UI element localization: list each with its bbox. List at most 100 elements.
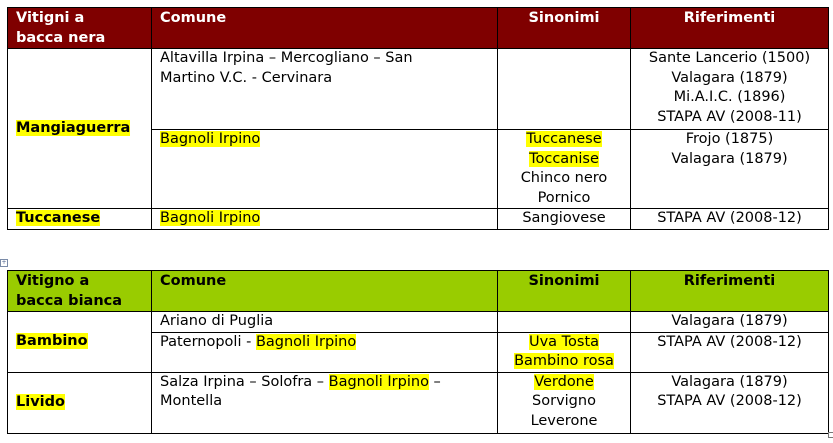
sinonimo-line: Leverone — [506, 412, 622, 432]
comune-line: Altavilla Irpina – Mercogliano – San — [160, 49, 489, 69]
riferimenti-cell: Frojo (1875) Valagara (1879) — [630, 129, 829, 209]
sinonimo: Chinco nero — [520, 170, 608, 186]
riferimento: STAPA AV (2008-12) — [657, 210, 802, 226]
sinonimo: Sangiovese — [522, 210, 606, 226]
comune-line: Ariano di Puglia — [160, 312, 489, 332]
riferimento: STAPA AV (2008-11) — [657, 108, 802, 125]
sinonimi-cell — [497, 48, 631, 130]
comune-text: Martino V.C. - Cervinara — [160, 69, 333, 86]
comune-cell: Ariano di Puglia — [151, 311, 498, 333]
sinonimo-line: Sorvigno — [506, 392, 622, 412]
vitigno-name: Bambino — [16, 333, 88, 349]
red-grape-table: Vitigni a bacca nera Comune Sinonimi Riferim… — [7, 7, 829, 230]
sinonimo: Uva Tosta — [528, 333, 600, 350]
vitigno-cell: Tuccanese — [7, 208, 152, 230]
sinonimo-line: Toccanise — [506, 150, 622, 170]
sinonimi-cell: Sangiovese — [497, 208, 631, 230]
table-row: Bambino Ariano di Puglia Valagara (1879) — [7, 311, 829, 373]
header-vitigno: Vitigno a bacca bianca — [7, 270, 152, 312]
sinonimi-cell: Uva Tosta Bambino rosa — [497, 331, 631, 373]
comune-text: Salza Irpina – Solofra – — [160, 373, 329, 390]
table-move-handle-icon[interactable]: + — [0, 259, 8, 267]
header-vitigno: Vitigni a bacca nera — [7, 7, 152, 49]
sinonimo-line: Sangiovese — [506, 209, 622, 229]
riferimenti-cell: Valagara (1879) STAPA AV (2008-12) — [630, 371, 829, 434]
sinonimi-cell: Verdone Sorvigno Leverone — [497, 371, 631, 434]
table-row: Mangiaguerra Altavilla Irpina – Mercoglia… — [7, 48, 829, 209]
vitigno-name: Livido — [16, 393, 65, 410]
sinonimo-line: Tuccanese — [506, 130, 622, 150]
sinonimo-line: Pornico — [506, 189, 622, 209]
table-resize-handle[interactable] — [828, 432, 833, 438]
highlighted-text: Bagnoli Irpino — [328, 373, 429, 390]
header-row: Vitigni a bacca nera Comune Sinonimi Riferim… — [7, 7, 829, 49]
sinonimo-line: Chinco nero — [506, 169, 622, 189]
sinonimo: Bambino rosa — [514, 353, 614, 369]
sinonimo: Pornico — [537, 189, 591, 206]
header-comune: Comune — [151, 7, 498, 49]
riferimento: Mi.A.I.C. (1896) — [673, 89, 786, 105]
comune-line: Martino V.C. - Cervinara — [160, 69, 489, 89]
comune-line: Paternopoli - Bagnoli Irpino — [160, 333, 489, 353]
header-text: Comune — [160, 10, 227, 26]
comune-text: Paternopoli - — [160, 333, 256, 350]
header-riferimenti: Riferimenti — [630, 7, 829, 49]
riferimenti-cell: STAPA AV (2008-12) — [630, 208, 829, 230]
comune-text: Ariano di Puglia — [160, 313, 274, 329]
header-riferimenti: Riferimenti — [630, 270, 829, 312]
sinonimo: Verdone — [534, 373, 594, 390]
comune-cell: Paternopoli - Bagnoli Irpino — [151, 331, 498, 373]
header-text: Riferimenti — [683, 10, 776, 26]
header-text: Riferimenti — [683, 273, 776, 289]
comune-line: Bagnoli Irpino — [160, 209, 489, 229]
white-grape-table: Vitigno a bacca bianca Comune Sinonimi Rifer… — [7, 270, 829, 434]
sinonimo-line: Bambino rosa — [506, 352, 622, 372]
table-row: Tuccanese Bagnoli Irpino Sangiovese STAPA A… — [7, 208, 829, 230]
comune-text: Montella — [160, 393, 223, 409]
comune-cell: Salza Irpina – Solofra – Bagnoli Irpino … — [151, 371, 498, 434]
sinonimo: Sorvigno — [532, 393, 596, 409]
header-row: Vitigno a bacca bianca Comune Sinonimi Rifer… — [7, 270, 829, 312]
comune-cell: Bagnoli Irpino — [151, 208, 498, 230]
riferimento: STAPA AV (2008-12) — [657, 333, 802, 350]
header-text: bacca bianca — [16, 292, 123, 309]
header-text: Sinonimi — [528, 10, 600, 26]
sinonimo: Toccanise — [529, 150, 599, 167]
riferimenti-cell: Sante Lancerio (1500) Valagara (1879) Mi.A… — [630, 48, 829, 130]
header-text: Comune — [160, 273, 227, 289]
header-text: Vitigni a — [16, 10, 85, 26]
riferimenti-cell: STAPA AV (2008-12) — [630, 331, 829, 373]
sinonimo: Leverone — [530, 412, 598, 429]
header-text: Vitigno a — [16, 273, 90, 289]
comune-line: Salza Irpina – Solofra – Bagnoli Irpino … — [160, 373, 489, 393]
vitigno-name: Tuccanese — [16, 210, 101, 226]
highlighted-text: Bagnoli Irpino — [255, 333, 357, 350]
riferimento: Valagara (1879) — [671, 69, 788, 86]
sinonimi-cell — [497, 311, 631, 333]
header-comune: Comune — [151, 270, 498, 312]
header-sinonimi: Sinonimi — [497, 270, 631, 312]
comune-text: Altavilla Irpina – Mercogliano – San — [160, 50, 413, 66]
comune-line: Bagnoli Irpino — [160, 130, 489, 150]
comune-text: – — [428, 373, 441, 390]
sinonimi-cell: Tuccanese Toccanise Chinco nero Pornico — [497, 129, 631, 209]
riferimento: Sante Lancerio (1500) — [648, 50, 811, 66]
riferimento: Valagara (1879) — [671, 150, 788, 167]
table-row: Livido Salza Irpina – Solofra – Bagnoli I… — [7, 371, 829, 434]
sinonimo-line: Verdone — [506, 373, 622, 393]
sinonimo: Tuccanese — [526, 131, 602, 147]
riferimento: STAPA AV (2008-12) — [657, 393, 802, 409]
sinonimo-line: Uva Tosta — [506, 333, 622, 353]
header-text: Sinonimi — [528, 273, 600, 289]
riferimento: Valagara (1879) — [671, 373, 788, 390]
comune-line: Montella — [160, 392, 489, 412]
table-row: Bagnoli Irpino Tuccanese Toccanise Chinco n… — [8, 129, 829, 209]
vitigno-cell: Livido — [7, 371, 152, 434]
riferimento: Valagara (1879) — [671, 313, 788, 329]
riferimenti-cell: Valagara (1879) — [630, 311, 829, 333]
riferimento: Frojo (1875) — [685, 131, 774, 147]
header-sinonimi: Sinonimi — [497, 7, 631, 49]
vitigno-name: Mangiaguerra — [16, 119, 131, 136]
highlighted-text: Bagnoli Irpino — [160, 131, 261, 147]
header-text: bacca nera — [16, 29, 106, 46]
